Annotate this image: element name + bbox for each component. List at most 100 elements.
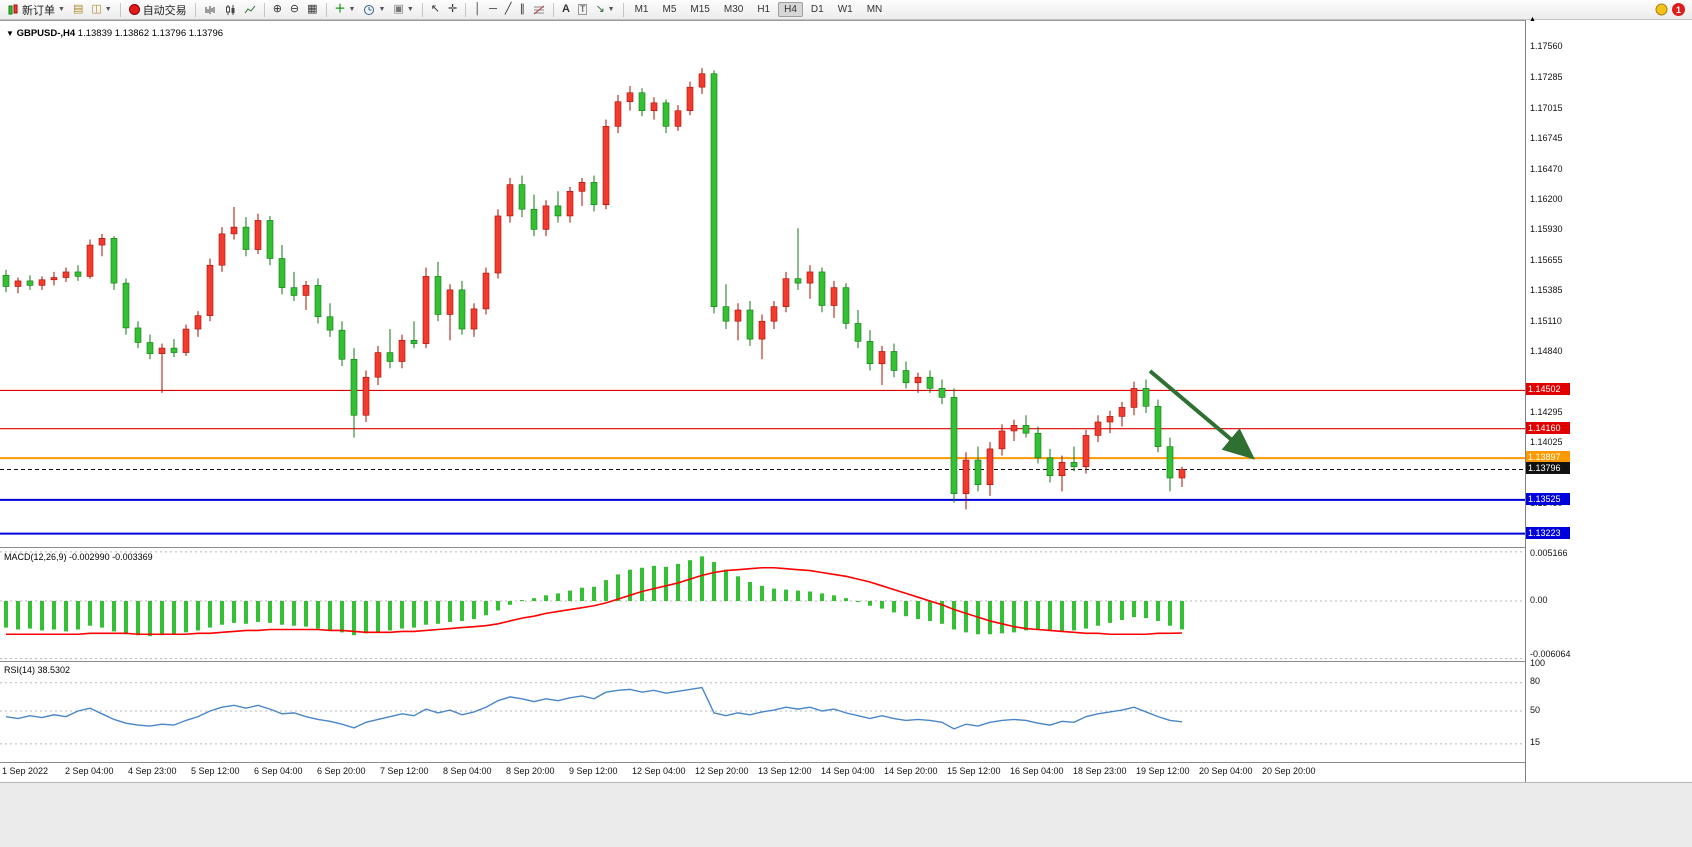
candlestick-chart-icon	[225, 4, 235, 15]
chevron-down-icon: ▼	[104, 6, 112, 13]
macd-panel-canvas[interactable]	[0, 549, 1525, 661]
chart-area[interactable]: ▼ GBPUSD-,H4 1.13839 1.13862 1.13796 1.1…	[0, 20, 1569, 783]
chart-windows-button[interactable]: ▤	[69, 2, 87, 18]
timeframe-button-D1[interactable]: D1	[810, 4, 824, 15]
alert-icon[interactable]	[1655, 3, 1668, 16]
zoom-out-icon: ⊖	[289, 3, 300, 15]
trend-arrow-annotation[interactable]	[1148, 369, 1256, 460]
toolbar-separator	[263, 2, 265, 17]
price-axis-label: 1.16470	[1530, 163, 1563, 174]
trendline-button[interactable]: ╱	[501, 2, 516, 18]
horizontal-line-icon: ─	[489, 3, 497, 15]
timeframe-button-H1[interactable]: H1	[757, 4, 771, 15]
price-axis-label: 1.14025	[1530, 437, 1563, 448]
label-icon: T	[577, 4, 588, 15]
new-order-button[interactable]: 新订单 ▼	[3, 2, 69, 18]
arrows-tool-button[interactable]: ↘ ▼	[591, 2, 618, 18]
ohlc-quote-values: 1.13839 1.13862 1.13796 1.13796	[77, 28, 224, 39]
horizontal-line-button[interactable]: ─	[485, 2, 501, 18]
line-chart-button[interactable]	[240, 2, 260, 18]
chart-window-icon: ▤	[72, 3, 84, 15]
candlestick-chart-button[interactable]	[220, 2, 240, 18]
toolbar-separator	[421, 2, 423, 17]
toolbar: 新订单 ▼ ▤ ◫ ▼ 自动交易	[0, 0, 1692, 20]
cursor-button[interactable]: ↖	[427, 2, 444, 18]
notification-badge[interactable]: 1	[1672, 3, 1685, 16]
rsi-value: 38.5302	[37, 665, 71, 675]
crosshair-icon: ✛	[447, 3, 458, 15]
indicators-button[interactable]: ＋ ▼	[331, 2, 360, 18]
price-axis[interactable]: ▲ 1.17560 1.17285 1.17015 1.16745 1.16470 1.1…	[1525, 16, 1571, 782]
scale-fix-arrow-icon[interactable]: ▲	[1529, 16, 1536, 23]
time-axis-label: 14 Sep 20:00	[884, 766, 938, 776]
candles	[2, 68, 1186, 510]
time-axis-label: 20 Sep 20:00	[1262, 766, 1316, 776]
macd-label-overlay: MACD(12,26,9) -0.002990 -0.003369	[4, 552, 153, 562]
price-level-badge: 1.13897	[1526, 451, 1570, 464]
autotrade-status-icon	[128, 4, 140, 15]
timeframe-button-H4[interactable]: H4	[778, 2, 803, 17]
cursor-icon: ↖	[430, 3, 440, 15]
time-axis-label: 7 Sep 12:00	[380, 766, 429, 776]
rsi-axis-label: 15	[1530, 737, 1541, 748]
time-axis-label: 12 Sep 20:00	[695, 766, 749, 776]
tile-windows-button[interactable]: ▦	[303, 2, 321, 18]
toolbar-separator	[194, 2, 196, 17]
vertical-line-button[interactable]: │	[470, 2, 485, 18]
timeframe-button-M1[interactable]: M1	[634, 4, 649, 15]
trendline-icon: ╱	[504, 3, 512, 15]
periods-button[interactable]: ▼	[359, 2, 389, 18]
channel-icon: ∥	[519, 3, 525, 15]
autotrade-button[interactable]: 自动交易	[125, 2, 191, 18]
zoom-out-button[interactable]: ⊖	[286, 2, 303, 18]
line-chart-icon	[244, 5, 256, 13]
zoom-in-button[interactable]: ⊕	[269, 2, 286, 18]
time-axis-label: 8 Sep 04:00	[443, 766, 492, 776]
autotrade-label: 自动交易	[142, 4, 187, 17]
status-band	[0, 782, 1692, 847]
panel-separator[interactable]	[0, 661, 1569, 662]
timeframe-button-M5[interactable]: M5	[662, 4, 677, 15]
time-axis-label: 15 Sep 12:00	[947, 766, 1001, 776]
chevron-down-icon: ▼	[607, 6, 615, 13]
chevron-down-icon: ▼	[348, 6, 356, 13]
templates-button[interactable]: ▣ ▼	[389, 2, 417, 18]
time-axis-label: 20 Sep 04:00	[1199, 766, 1253, 776]
timeframe-group: M1 M5 M15 M30 H1 H4 D1 W1 MN	[628, 2, 890, 17]
profiles-button[interactable]: ◫ ▼	[87, 2, 115, 18]
label-tool-button[interactable]: T	[574, 2, 592, 18]
annotations[interactable]	[1148, 369, 1256, 460]
timeframe-button-MN[interactable]: MN	[866, 4, 883, 15]
fibonacci-button[interactable]	[529, 2, 549, 18]
rsi-panel-canvas[interactable]	[0, 662, 1525, 762]
collapse-arrow-icon[interactable]: ▼	[6, 29, 14, 38]
horizontal-levels[interactable]	[0, 389, 1525, 535]
time-axis-label: 6 Sep 20:00	[317, 766, 366, 776]
toolbar-separator	[622, 2, 624, 17]
zoom-in-icon: ⊕	[272, 3, 282, 15]
tile-windows-icon: ▦	[307, 3, 318, 15]
toolbar-separator	[552, 2, 554, 17]
bar-chart-button[interactable]	[200, 2, 220, 18]
arrow-tool-icon: ↘	[595, 3, 605, 15]
bar-chart-icon	[205, 5, 215, 14]
macd-signal-line	[6, 566, 1183, 636]
channel-button[interactable]: ∥	[515, 2, 529, 18]
macd-label: MACD(12,26,9)	[4, 552, 67, 562]
new-order-icon	[8, 4, 18, 14]
price-level-badge: 1.13223	[1526, 526, 1570, 539]
timeframe-button-M30[interactable]: M30	[723, 4, 744, 15]
text-tool-button[interactable]: A	[558, 2, 574, 18]
price-chart-canvas[interactable]	[0, 23, 1525, 547]
price-level-badge: 1.13525	[1526, 492, 1570, 505]
timeframe-button-M15[interactable]: M15	[690, 4, 710, 15]
crosshair-button[interactable]: ✛	[444, 2, 461, 18]
time-axis-label: 9 Sep 12:00	[569, 766, 618, 776]
toolbar-separator	[325, 2, 327, 17]
text-icon: A	[561, 3, 570, 15]
time-axis-label: 14 Sep 04:00	[821, 766, 875, 776]
time-axis-separator	[0, 762, 1569, 763]
timeframe-button-W1[interactable]: W1	[837, 4, 853, 15]
panel-separator[interactable]	[0, 547, 1569, 548]
